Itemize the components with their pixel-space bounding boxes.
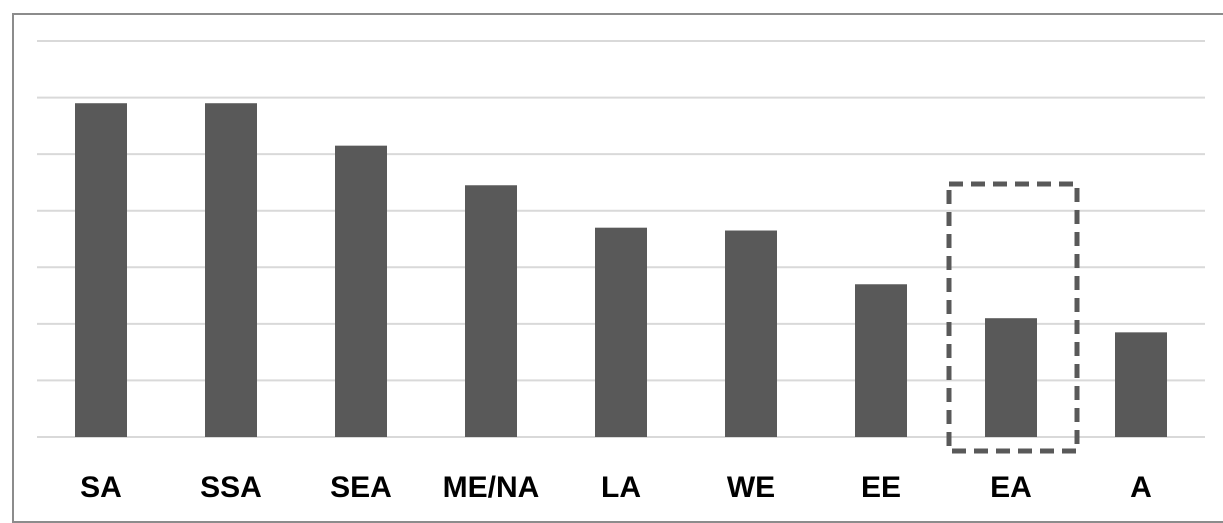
x-tick-label: ME/NA bbox=[443, 471, 540, 504]
x-tick-label: WE bbox=[727, 471, 775, 504]
x-tick-label: SA bbox=[80, 471, 122, 504]
bar-we bbox=[725, 230, 777, 437]
bar-sa bbox=[75, 103, 127, 437]
bar-ee bbox=[855, 284, 907, 437]
bar-sea bbox=[335, 145, 387, 437]
x-tick-label: SSA bbox=[200, 471, 262, 504]
bar-la bbox=[595, 227, 647, 437]
bar-a bbox=[1115, 332, 1167, 437]
bar-me-na bbox=[465, 185, 517, 437]
x-tick-label: SEA bbox=[330, 471, 392, 504]
bar-ssa bbox=[205, 103, 257, 437]
x-tick-labels: SA SSA SEA ME/NA LA WE EE EA A bbox=[80, 471, 1152, 504]
bar-ea bbox=[985, 318, 1037, 437]
bars bbox=[75, 103, 1167, 437]
x-tick-label: EE bbox=[861, 471, 901, 504]
x-tick-label: LA bbox=[601, 471, 641, 504]
x-tick-label: A bbox=[1130, 471, 1152, 504]
x-tick-label: EA bbox=[990, 471, 1032, 504]
